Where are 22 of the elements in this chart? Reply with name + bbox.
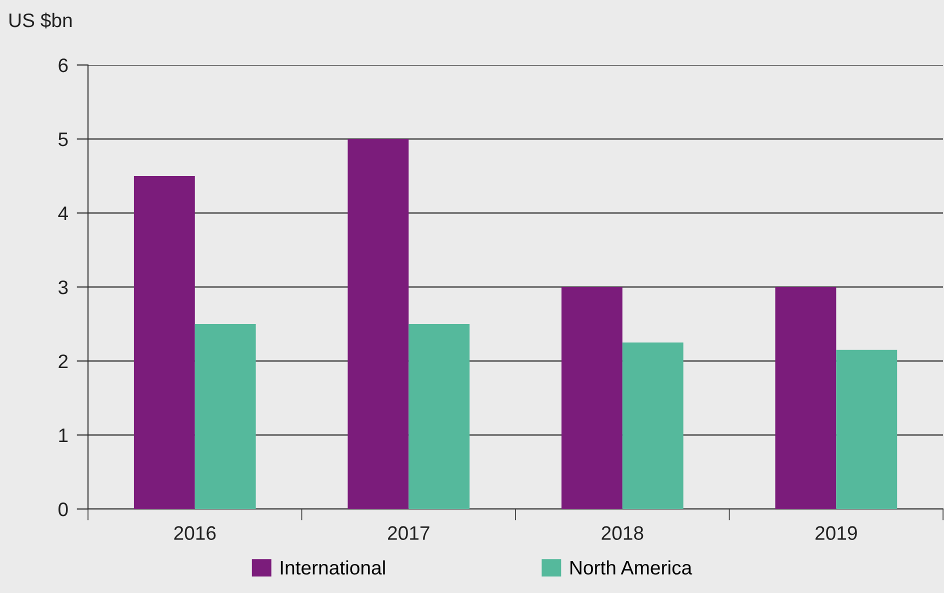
bar <box>836 350 898 509</box>
legend-label: International <box>280 560 385 575</box>
y-tick-label: 1 <box>59 428 68 442</box>
bar <box>622 342 684 509</box>
bar <box>561 287 622 509</box>
bar <box>194 324 256 509</box>
legend-label: North America <box>570 560 692 575</box>
bar <box>408 324 470 509</box>
y-tick-label: 3 <box>58 280 68 294</box>
x-tick-label: 2018 <box>602 526 644 540</box>
y-tick-label: 6 <box>58 58 68 72</box>
bar <box>775 287 836 509</box>
bar <box>134 176 195 509</box>
y-axis-title: US $bn <box>10 12 72 28</box>
y-tick-label: 2 <box>58 354 68 368</box>
y-tick-label: 4 <box>58 206 68 220</box>
y-tick-label: 0 <box>58 502 68 516</box>
y-tick-label: 5 <box>58 132 68 146</box>
x-tick-label: 2017 <box>388 526 430 540</box>
bar <box>348 139 409 509</box>
x-tick-label: 2019 <box>816 526 857 540</box>
x-tick-label: 2016 <box>174 526 216 540</box>
